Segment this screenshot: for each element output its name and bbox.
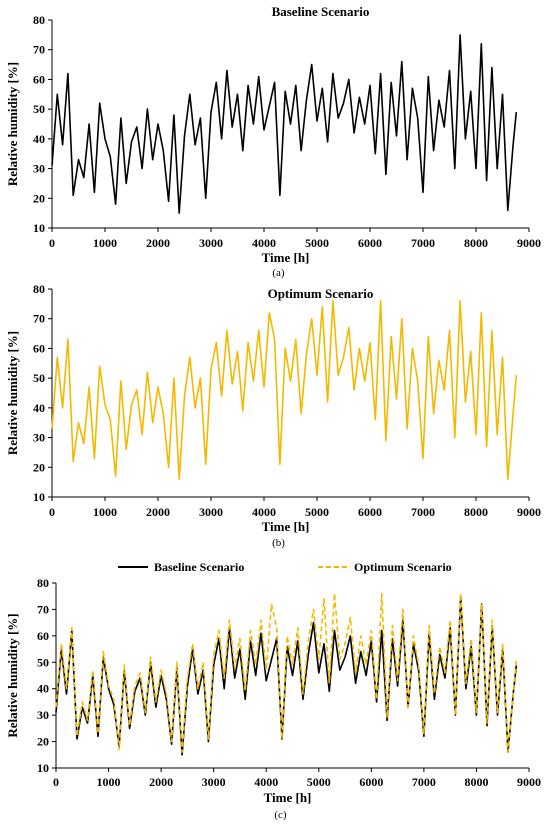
- x-tick-label: 5000: [305, 505, 329, 519]
- x-tick-label: 4000: [254, 775, 278, 789]
- x-tick-label: 7000: [411, 505, 435, 519]
- x-tick-label: 0: [49, 505, 55, 519]
- x-tick-label: 2000: [146, 236, 170, 250]
- x-tick-label: 9000: [517, 775, 541, 789]
- series-line-panel0-0: [51, 34, 518, 214]
- y-tick-label: 80: [33, 13, 45, 27]
- x-tick-label: 6000: [358, 505, 382, 519]
- x-tick-label: 6000: [359, 775, 383, 789]
- y-tick-label: 30: [33, 162, 45, 176]
- y-tick-label: 30: [37, 708, 49, 722]
- y-tick-label: 40: [37, 682, 49, 696]
- y-tick-label: 10: [33, 490, 45, 504]
- x-tick-label: 5000: [305, 236, 329, 250]
- y-tick-label: 60: [33, 341, 45, 355]
- series-line-optimum-scenario: [55, 592, 518, 753]
- legend-label: Baseline Scenario: [154, 560, 244, 574]
- x-tick-label: 9000: [517, 505, 541, 519]
- x-axis-label: Time [h]: [262, 519, 310, 534]
- y-tick-label: 80: [33, 282, 45, 296]
- x-tick-label: 0: [49, 236, 55, 250]
- x-tick-label: 7000: [411, 236, 435, 250]
- panel-a: 10 20 30 40 50 60 70 80 0 1000 2000 3000 4000 5000 600…: [5, 4, 541, 279]
- x-tick-label: 8000: [464, 236, 488, 250]
- y-tick-label: 20: [37, 735, 49, 749]
- x-tick-label: 1000: [93, 236, 117, 250]
- y-tick-label: 40: [33, 132, 45, 146]
- x-tick-label: 3000: [199, 236, 223, 250]
- y-axis-label: Relative humidity [%]: [5, 62, 20, 186]
- x-tick-label: 9000: [517, 236, 541, 250]
- panel-b: 10 20 30 40 50 60 70 80 0 1000 2000 3000 4000 5000 600…: [5, 282, 541, 549]
- y-tick-label: 60: [37, 629, 49, 643]
- x-axis-label: Time [h]: [264, 790, 312, 805]
- x-tick-label: 5000: [307, 775, 331, 789]
- y-tick-label: 30: [33, 431, 45, 445]
- x-tick-label: 2000: [146, 505, 170, 519]
- y-tick-label: 50: [33, 371, 45, 385]
- y-tick-label: 70: [37, 602, 49, 616]
- x-tick-label: 4000: [252, 505, 276, 519]
- x-tick-label: 2000: [149, 775, 173, 789]
- y-tick-label: 20: [33, 460, 45, 474]
- x-tick-label: 3000: [202, 775, 226, 789]
- chart-title: Optimum Scenario: [268, 286, 374, 301]
- legend-label: Optimum Scenario: [354, 560, 452, 574]
- series-line-panel1-0: [51, 300, 518, 481]
- x-tick-label: 7000: [412, 775, 436, 789]
- y-axis-label: Relative humidity [%]: [5, 331, 20, 455]
- x-tick-label: 8000: [464, 775, 488, 789]
- panel-caption: (c): [274, 809, 287, 821]
- x-tick-label: 1000: [93, 505, 117, 519]
- chart-title: Baseline Scenario: [272, 4, 370, 19]
- x-tick-label: 4000: [252, 236, 276, 250]
- y-tick-label: 80: [37, 576, 49, 590]
- y-axis-label: Relative humidity [%]: [5, 613, 20, 737]
- y-tick-label: 50: [37, 655, 49, 669]
- y-tick-label: 10: [37, 761, 49, 775]
- x-tick-label: 0: [53, 775, 59, 789]
- panel-caption: (b): [272, 537, 285, 549]
- x-tick-label: 8000: [464, 505, 488, 519]
- panel-caption: (a): [272, 267, 285, 279]
- panel-c: 10 20 30 40 50 60 70 80 0 1000 2000 3000 4000 5000 600…: [5, 560, 541, 821]
- y-tick-label: 10: [33, 221, 45, 235]
- y-tick-label: 50: [33, 102, 45, 116]
- x-tick-label: 1000: [97, 775, 121, 789]
- x-tick-label: 6000: [358, 236, 382, 250]
- y-tick-label: 20: [33, 191, 45, 205]
- y-tick-label: 70: [33, 43, 45, 57]
- y-tick-label: 70: [33, 312, 45, 326]
- y-tick-label: 40: [33, 401, 45, 415]
- x-axis-label: Time [h]: [262, 250, 310, 265]
- x-tick-label: 3000: [199, 505, 223, 519]
- y-tick-label: 60: [33, 72, 45, 86]
